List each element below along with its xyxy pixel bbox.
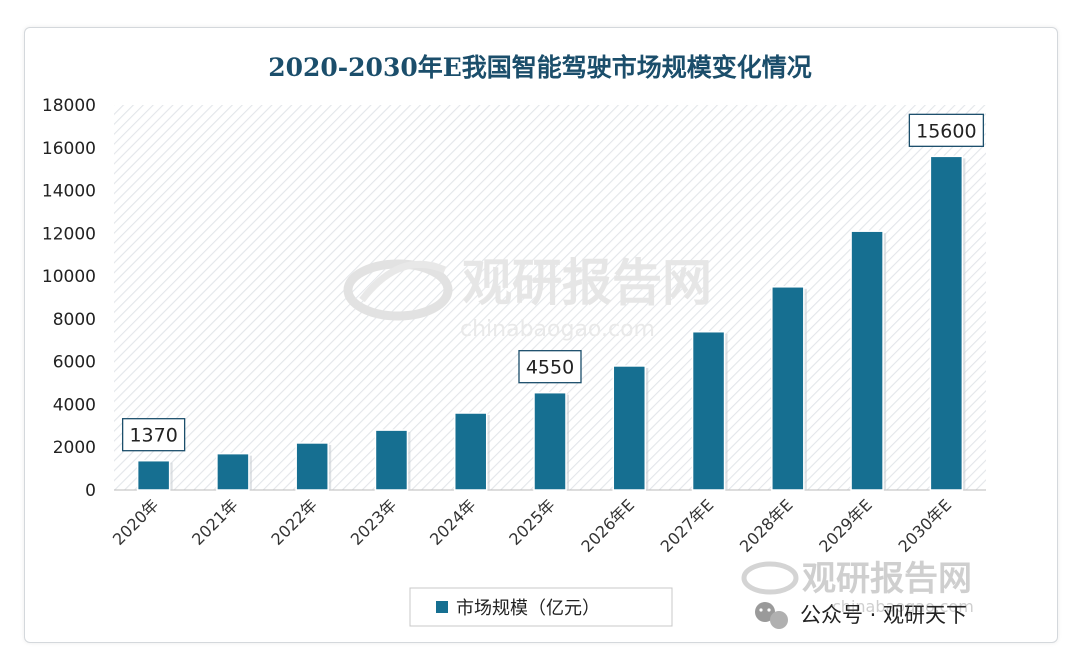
data-label-box	[121, 418, 186, 452]
bars	[136, 155, 966, 491]
y-tick-label: 8000	[53, 310, 96, 330]
footer-account-text: 公众号 · 观研天下	[800, 603, 967, 627]
footer-brand-url: chinabaogao.com	[832, 597, 974, 616]
chart-title: 2020-2030年E我国智能驾驶市场规模变化情况	[268, 53, 812, 82]
legend-label: 市场规模（亿元）	[456, 598, 600, 619]
x-tick-label: 2027年E	[657, 495, 718, 556]
x-tick-label: 2026年E	[577, 495, 638, 556]
y-tick-label: 12000	[42, 224, 96, 244]
x-axis: 2020年 2021年 2022年 2023年 2024年 2025年 2026年E 2027…	[109, 495, 955, 556]
bar	[295, 442, 329, 491]
bar	[612, 365, 647, 491]
x-tick-label: 2030年E	[894, 495, 955, 556]
y-tick-label: 18000	[42, 96, 96, 116]
y-axis: 0 2000 4000 6000 8000 10000 12000 14000 16000 180…	[42, 96, 96, 501]
data-labels: 1370 4550 15600	[121, 113, 985, 452]
bar	[453, 412, 488, 491]
legend-box	[409, 587, 673, 627]
x-tick-label: 2025年	[505, 495, 559, 549]
bar	[850, 230, 884, 491]
bar	[216, 452, 250, 491]
bar	[929, 155, 964, 491]
legend: 市场规模（亿元）	[409, 587, 673, 627]
y-tick-label: 0	[85, 481, 96, 501]
x-tick-label: 2029年E	[815, 495, 876, 556]
footer-brand: 观研报告网	[802, 559, 972, 599]
bar	[691, 330, 726, 491]
bar	[533, 391, 567, 491]
x-tick-label: 2023年	[347, 495, 401, 549]
bar	[374, 429, 409, 491]
data-label: 4550	[526, 357, 574, 379]
x-tick-label: 2024年	[426, 495, 480, 549]
legend-swatch	[436, 601, 448, 613]
data-label-box	[908, 113, 985, 147]
data-label: 1370	[129, 425, 177, 447]
bar	[771, 286, 805, 491]
wechat-icon	[755, 602, 788, 629]
data-label: 15600	[916, 120, 976, 142]
y-tick-label: 4000	[53, 395, 96, 415]
watermark-url: chinabaogao.com	[460, 317, 655, 342]
watermark-name: 观研报告网	[462, 254, 712, 312]
y-tick-label: 10000	[42, 267, 96, 287]
y-tick-label: 14000	[42, 182, 96, 202]
footer-overlay: 观研报告网 chinabaogao.com 公众号 · 观研天下	[741, 559, 974, 629]
watermark-logo-icon	[343, 259, 453, 321]
watermark: 观研报告网 chinabaogao.com	[343, 254, 712, 342]
bar	[136, 459, 171, 491]
y-tick-label: 16000	[42, 139, 96, 159]
x-tick-label: 2020年	[109, 495, 163, 549]
y-tick-label: 2000	[53, 438, 96, 458]
data-label-box	[518, 350, 582, 384]
x-tick-label: 2022年	[267, 495, 321, 549]
y-tick-label: 6000	[53, 353, 96, 373]
x-tick-label: 2028年E	[736, 495, 797, 556]
x-tick-label: 2021年	[188, 495, 242, 549]
footer-logo-icon	[741, 561, 799, 595]
